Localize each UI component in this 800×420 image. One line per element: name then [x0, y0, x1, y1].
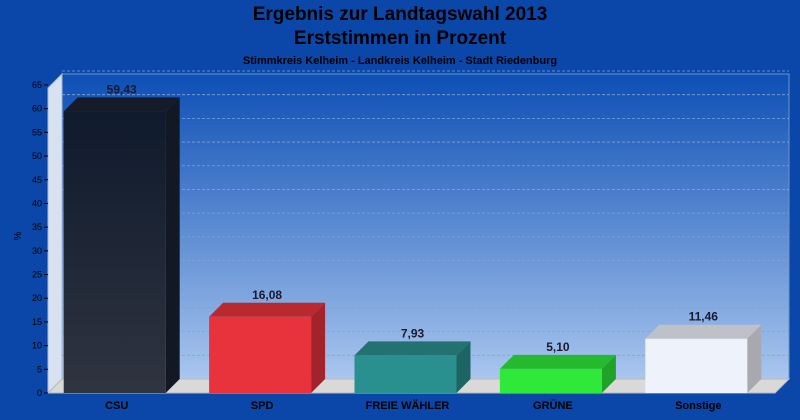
y-tick-label: 30 [32, 246, 42, 256]
y-tick-label: 15 [32, 317, 42, 327]
y-tick-label: 40 [32, 198, 42, 208]
category-label: GRÜNE [533, 399, 573, 412]
bar-side [456, 341, 471, 393]
bars [63, 97, 762, 393]
y-tick-label: 20 [32, 293, 42, 303]
bar-grüne [499, 354, 616, 393]
y-tick-label: 0 [37, 388, 42, 398]
bar-front [63, 111, 166, 393]
bar-side [311, 302, 326, 393]
bar-front [354, 355, 457, 393]
bar-value-label: 16,08 [252, 288, 282, 302]
bar-value-label: 7,93 [401, 326, 425, 340]
y-axis: 0 5 10 15 20 25 30 35 40 45 50 55 60 65 [32, 80, 48, 398]
category-label: SPD [251, 400, 274, 412]
bar-value-label: 5,10 [546, 340, 570, 354]
category-label: Sonstige [675, 400, 721, 412]
y-axis-label: % [13, 231, 24, 240]
bar-top [63, 97, 180, 112]
chart-title: Ergebnis zur Landtagswahl 2013 [252, 4, 548, 25]
bar-top [645, 324, 762, 339]
bar-sonstige [645, 324, 762, 393]
bar-value-label: 59,43 [107, 82, 137, 96]
bar-front [499, 368, 602, 393]
y-tick-label: 50 [32, 151, 42, 161]
y-tick-label: 35 [32, 222, 42, 232]
bar-value-label: 11,46 [689, 310, 719, 324]
bar-spd [209, 302, 326, 393]
y-tick-label: 55 [32, 127, 42, 137]
y-tick-label: 65 [32, 80, 42, 90]
category-label: FREIE WÄHLER [366, 399, 450, 412]
bar-side [601, 354, 616, 393]
bar-side [165, 97, 180, 393]
labels: 59,43 CSU 16,08 SPD 7,93 FREIE WÄHLER 5,10 GRÜN… [105, 82, 721, 412]
chart-title-line2: Erststimmen in Prozent [293, 28, 507, 49]
category-label: CSU [105, 400, 128, 412]
bar-front [645, 338, 748, 393]
y-tick-label: 5 [37, 364, 42, 374]
bar-top [499, 354, 616, 369]
bar-csu [63, 97, 180, 393]
plot-side-wall [47, 72, 63, 395]
bar-freie-wähler [354, 341, 471, 393]
chart-subtitle: Stimmkreis Kelheim - Landkreis Kelheim -… [242, 55, 558, 67]
bar-side [747, 324, 762, 393]
y-tick-label: 10 [32, 341, 42, 351]
bar-top [354, 341, 471, 356]
y-tick-label: 25 [32, 270, 42, 280]
bar-top [209, 302, 326, 317]
y-tick-label: 60 [32, 104, 42, 114]
bar-front [209, 316, 312, 393]
y-tick-label: 45 [32, 175, 42, 185]
